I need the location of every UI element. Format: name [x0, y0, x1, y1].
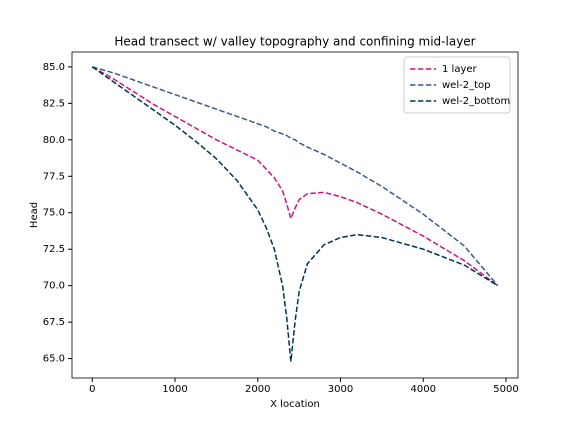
y-tick-label: 70.0 [43, 281, 65, 292]
y-tick-label: 65.0 [43, 354, 65, 365]
y-tick-label: 82.5 [43, 98, 65, 109]
y-tick-label: 67.5 [43, 317, 65, 328]
y-tick-label: 77.5 [43, 171, 65, 182]
x-tick-label: 1000 [162, 384, 187, 395]
legend-label: 1 layer [442, 64, 478, 75]
x-tick-label: 0 [89, 384, 95, 395]
legend-label: wel-2_bottom [442, 96, 510, 107]
x-tick-label: 3000 [328, 384, 353, 395]
x-axis-label: X location [270, 399, 320, 410]
x-tick-label: 4000 [411, 384, 436, 395]
legend-label: wel-2_top [442, 80, 490, 91]
x-tick-label: 2000 [245, 384, 270, 395]
y-axis-label: Head [29, 202, 40, 228]
line-series [91, 66, 499, 362]
plot-frame [71, 51, 519, 379]
legend-box [403, 56, 511, 114]
y-tick-label: 72.5 [43, 244, 65, 255]
y-tick-label: 75.0 [43, 208, 65, 219]
y-tick-label: 85.0 [43, 62, 65, 73]
x-tick-label: 5000 [493, 384, 518, 395]
y-tick-label: 80.0 [43, 135, 65, 146]
line-series [92, 66, 499, 287]
chart-title: Head transect w/ valley topography and c… [114, 35, 475, 49]
